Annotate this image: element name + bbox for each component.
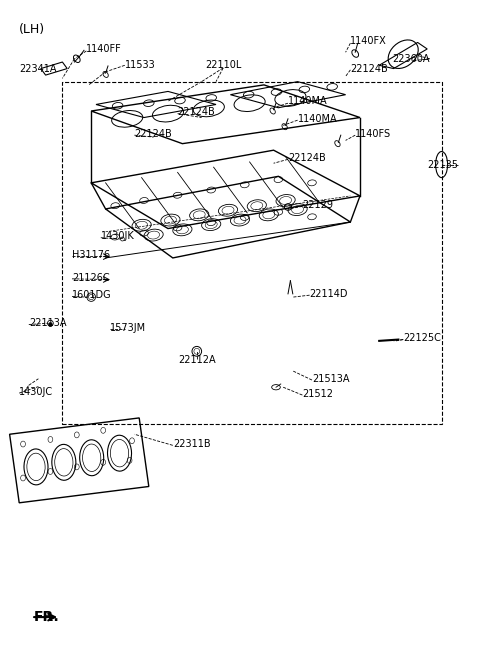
Text: 22124B: 22124B [350, 63, 388, 74]
Text: FR.: FR. [34, 610, 60, 624]
Text: 1430JK: 1430JK [101, 231, 134, 242]
Text: 22311B: 22311B [173, 439, 210, 449]
Text: 21512: 21512 [302, 389, 334, 399]
Text: 22110L: 22110L [205, 60, 241, 71]
Text: 22360A: 22360A [392, 54, 430, 64]
Text: 11533: 11533 [125, 60, 156, 71]
Text: 21513A: 21513A [312, 374, 349, 384]
Text: 1601DG: 1601DG [72, 290, 112, 300]
Text: 1430JC: 1430JC [19, 387, 53, 397]
Text: 22129: 22129 [302, 200, 334, 210]
Text: 1140FX: 1140FX [350, 36, 387, 46]
Text: 1140FS: 1140FS [355, 129, 391, 139]
Text: 22114D: 22114D [310, 289, 348, 299]
Text: 22135: 22135 [427, 159, 458, 170]
Text: 1140MA: 1140MA [288, 96, 328, 106]
Text: (LH): (LH) [19, 23, 45, 36]
Text: H31176: H31176 [72, 249, 110, 260]
Ellipse shape [48, 323, 52, 326]
Text: 21126C: 21126C [72, 272, 109, 283]
Text: 22112A: 22112A [178, 355, 216, 366]
Text: 22124B: 22124B [288, 153, 326, 163]
Text: 1140MA: 1140MA [298, 114, 337, 124]
Text: 22125C: 22125C [403, 333, 441, 343]
Text: 22113A: 22113A [29, 318, 66, 328]
Text: 1573JM: 1573JM [110, 323, 146, 333]
Text: 22341A: 22341A [19, 63, 57, 74]
Text: 22124B: 22124B [178, 107, 216, 118]
Text: 22124B: 22124B [134, 129, 172, 139]
Text: 1140FF: 1140FF [86, 44, 122, 54]
